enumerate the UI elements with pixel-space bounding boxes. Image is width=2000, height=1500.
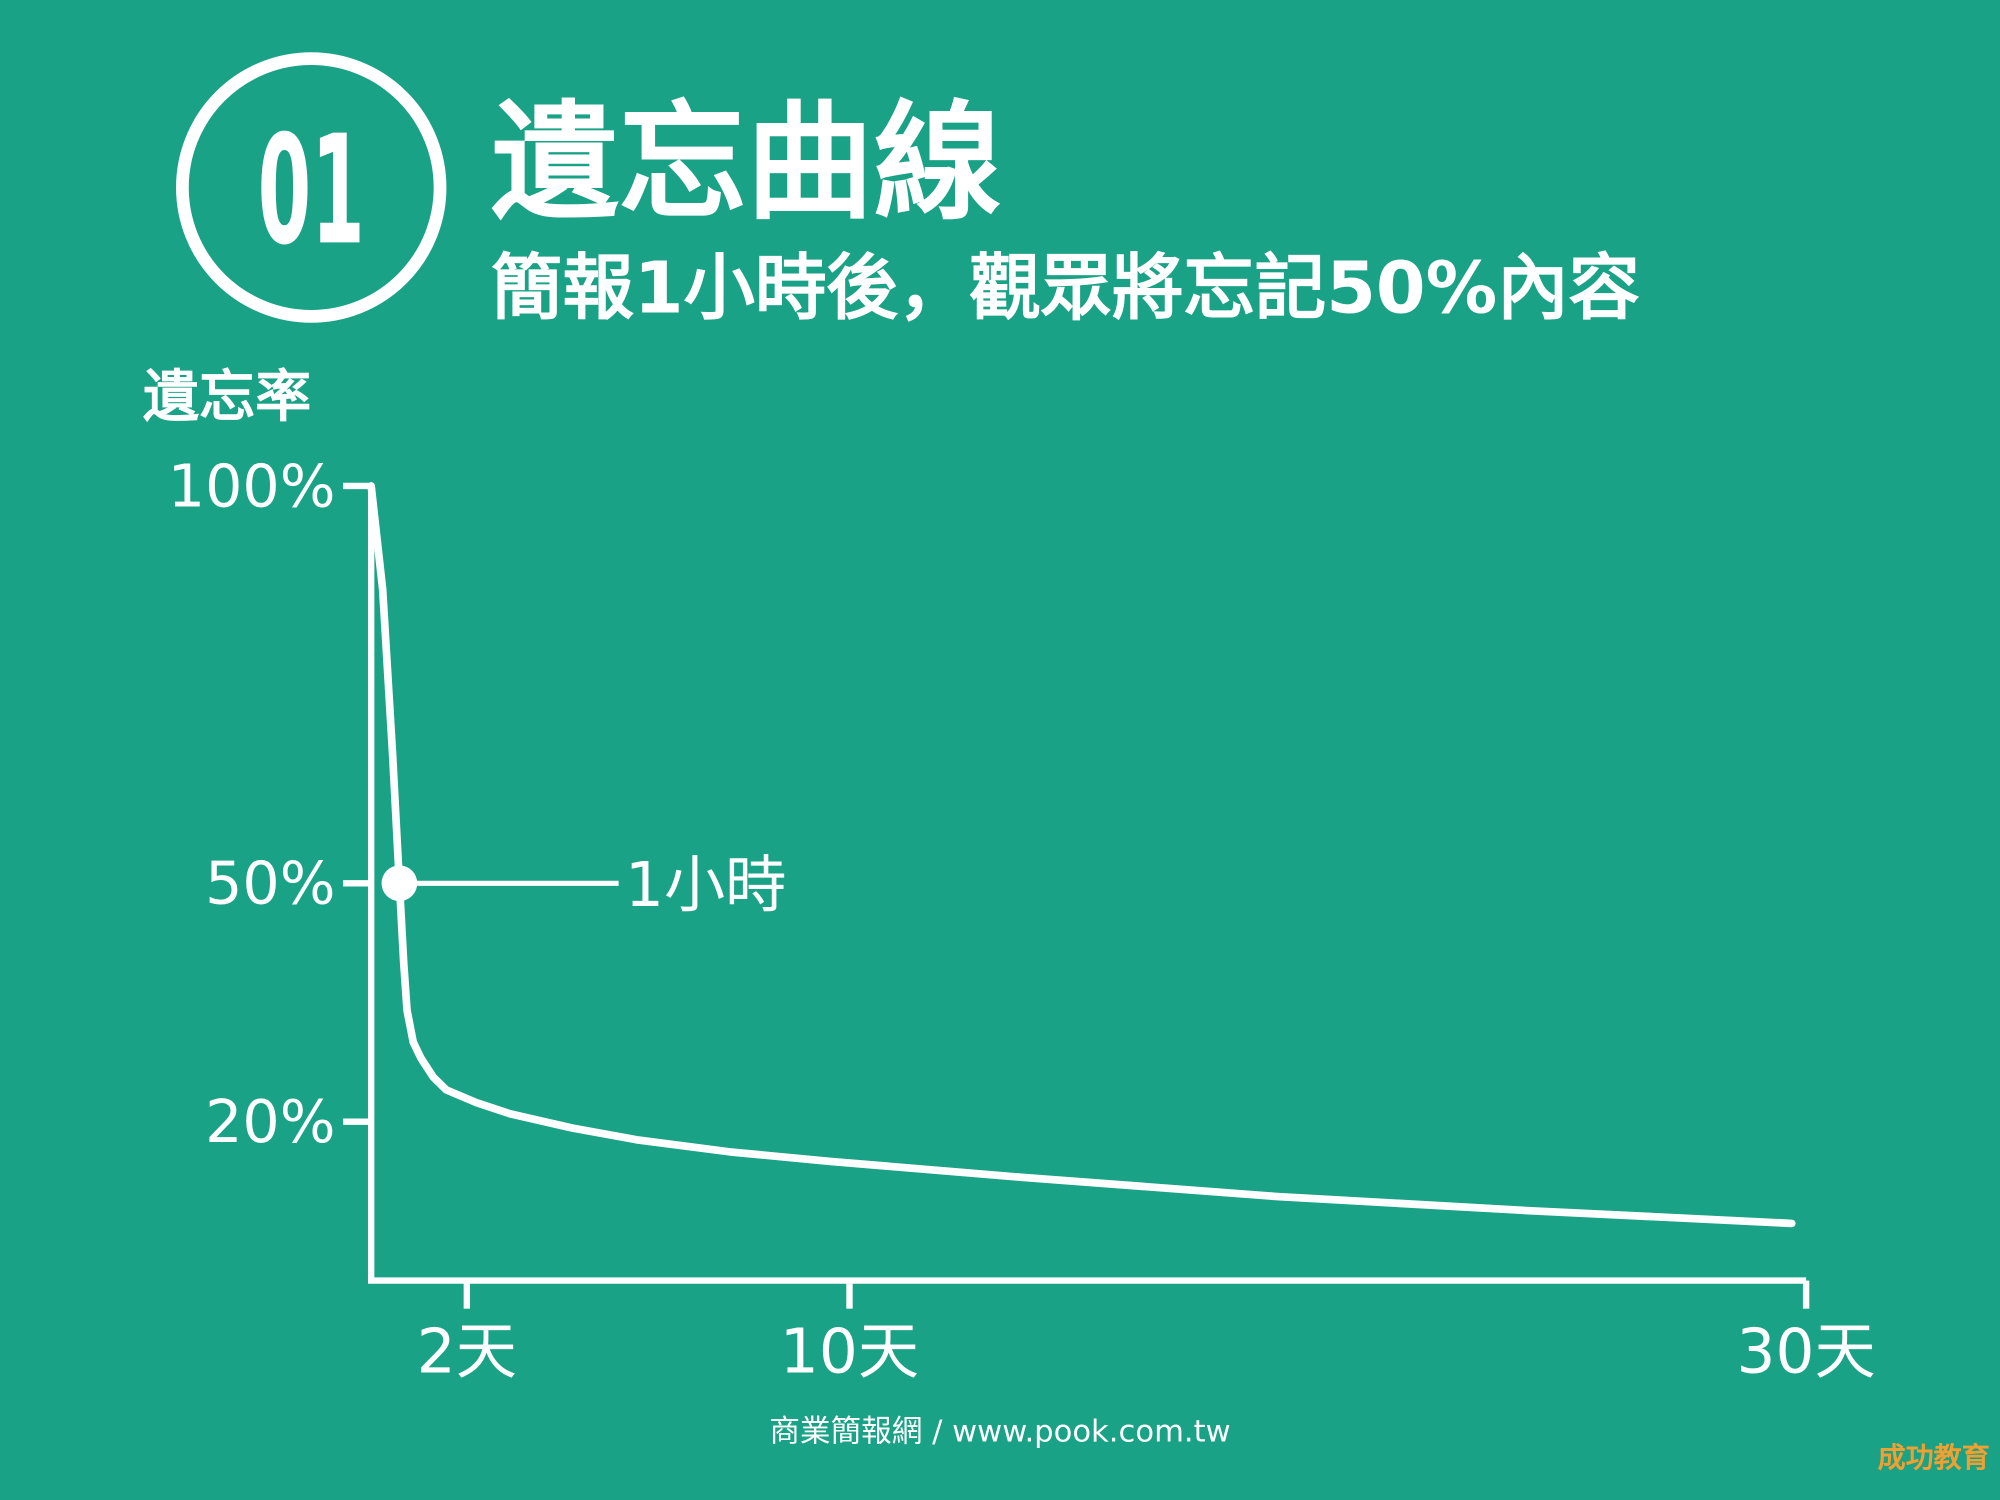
x-tick-label: 2天 [417,1316,517,1387]
chart-subtitle: 簡報1小時後，觀眾將忘記50%內容 [491,247,1640,330]
x-tick-label: 30天 [1737,1316,1876,1387]
y-tick-label: 20% [205,1088,335,1156]
badge-circle [176,52,447,323]
watermark: 成功教育 [1878,1441,1990,1474]
annotation-point [381,865,418,902]
annotation-label: 1小時 [625,850,786,921]
y-tick-label: 50% [205,850,335,918]
chart-title: 遺忘曲線 [491,90,1001,238]
badge-number: 01 [258,103,365,278]
footer: 商業簡報網 / www.pook.com.tw [769,1414,1230,1449]
y-tick-label: 100% [168,452,336,520]
x-tick-label: 10天 [780,1316,919,1387]
y-axis-label: 遺忘率 [143,365,311,430]
